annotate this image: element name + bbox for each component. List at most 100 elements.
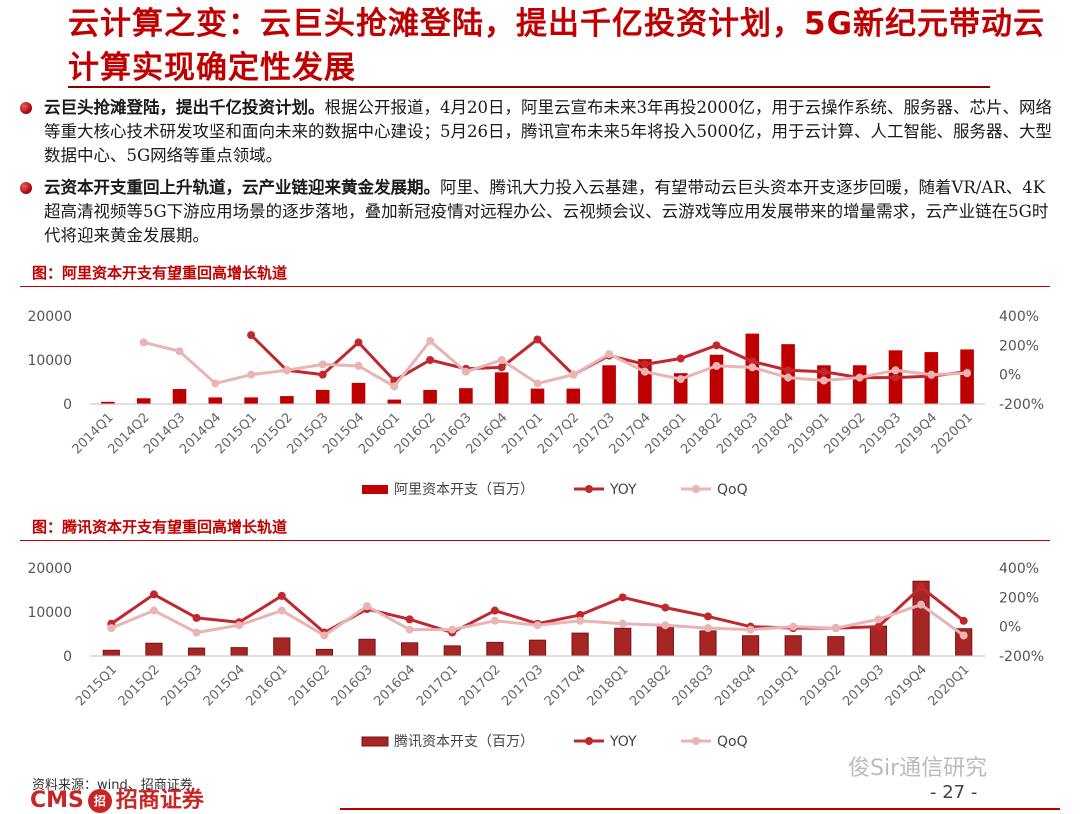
x-tick-label: 2017Q1: [414, 662, 461, 709]
x-tick-label: 2019Q2: [798, 662, 845, 709]
y-right-tick-label: 0%: [999, 368, 1021, 384]
legend-label: 腾讯资本开支（百万）: [394, 733, 534, 750]
bar: [530, 388, 545, 404]
bar: [699, 630, 717, 657]
point-qoq: [927, 370, 936, 379]
x-tick-label: 2019Q3: [840, 662, 887, 709]
point-qoq: [192, 628, 201, 637]
y-right-tick-label: 200%: [999, 590, 1039, 606]
point-qoq: [712, 361, 721, 370]
point-qoq: [235, 621, 244, 630]
point-qoq: [789, 622, 798, 631]
x-tick-label: 2017Q2: [457, 662, 504, 709]
point-qoq: [363, 602, 372, 611]
footer-divider: [340, 808, 1060, 810]
logo-cn-text: 招商证券: [115, 788, 204, 813]
y-right-tick-label: -200%: [999, 397, 1044, 413]
point-yoy: [640, 360, 649, 369]
chart-2-title: 图：腾讯资本开支有望重回高增长轨道: [32, 518, 288, 536]
point-qoq: [917, 600, 926, 609]
point-yoy: [703, 612, 712, 621]
x-tick-label: 2019Q4: [883, 662, 930, 709]
point-qoq: [247, 370, 256, 379]
point-qoq: [963, 369, 972, 378]
source-note: 资料来源：wind、招商证券: [32, 778, 193, 793]
point-qoq: [703, 624, 712, 633]
point-yoy: [784, 366, 793, 375]
point-qoq: [748, 363, 757, 372]
legend-label: QoQ: [717, 734, 748, 750]
point-qoq: [640, 367, 649, 376]
y-right-tick-label: 400%: [999, 309, 1039, 325]
point-qoq: [661, 621, 670, 630]
point-qoq: [107, 624, 116, 633]
point-qoq: [891, 366, 900, 375]
point-yoy: [405, 615, 414, 624]
page-title: 云计算之变：云巨头抢滩登陆，提出千亿投资计划，5G新纪元带动云计算实现确定性发展: [68, 6, 1046, 86]
point-yoy: [618, 593, 627, 602]
point-qoq: [318, 360, 327, 369]
point-yoy: [192, 613, 201, 622]
bar: [187, 647, 206, 657]
ali-capex-chart: 01000020000-200%0%200%400%2014Q12014Q220…: [27, 309, 1044, 498]
bar: [459, 388, 473, 404]
point-qoq: [390, 382, 399, 391]
legend-label: YOY: [609, 734, 637, 750]
point-qoq: [959, 631, 968, 640]
tencent-capex-chart: 01000020000-200%0%200%400%2015Q12015Q220…: [27, 561, 1044, 750]
point-yoy: [891, 373, 900, 382]
y-right-tick-label: 200%: [999, 338, 1039, 354]
point-qoq: [533, 379, 542, 388]
x-tick-label: 2019Q1: [755, 662, 802, 709]
x-tick-label: 2018Q3: [670, 662, 717, 709]
x-tick-label: 2015Q1: [73, 662, 120, 709]
bar: [741, 635, 760, 657]
bullet-1-text: 根据公开报道，4月20日，阿里云宣布未来3年再投2000亿，用于云操作系统、服务…: [44, 98, 1052, 165]
x-tick-label: 2018Q1: [584, 662, 631, 709]
wechat-watermark: 俊Sir通信研究: [848, 756, 988, 781]
bar: [614, 627, 632, 657]
point-qoq: [746, 625, 755, 634]
legend-label: 阿里资本开支（百万）: [394, 482, 534, 498]
bullet-dot-icon: [20, 102, 32, 114]
y-left-tick-label: 0: [63, 649, 72, 665]
point-qoq: [211, 379, 220, 388]
y-left-tick-label: 0: [63, 397, 72, 413]
bar: [101, 401, 115, 404]
logo-text: CMS: [30, 788, 84, 813]
y-left-tick-label: 20000: [27, 309, 72, 325]
legend-label: YOY: [609, 482, 637, 498]
bar: [387, 399, 402, 404]
point-qoq: [605, 350, 614, 359]
point-qoq: [282, 366, 291, 375]
point-yoy: [819, 367, 828, 376]
title-divider: [68, 86, 990, 88]
page-number: - 27 -: [930, 782, 978, 803]
bar: [566, 388, 581, 404]
bar: [273, 637, 291, 657]
point-qoq: [874, 615, 883, 624]
bar: [423, 389, 437, 404]
x-tick-label: 2015Q3: [158, 662, 205, 709]
legend-swatch-marker: [585, 737, 593, 745]
bullet-list: 云巨头抢滩登陆，提出千亿投资计划。根据公开报道，4月20日，阿里云宣布未来3年再…: [18, 96, 1058, 256]
point-yoy: [676, 354, 685, 363]
point-qoq: [831, 624, 840, 633]
x-tick-label: 2016Q2: [286, 662, 333, 709]
chart-1-title: 图：阿里资本开支有望重回高增长轨道: [32, 264, 288, 282]
point-qoq: [533, 621, 542, 630]
x-tick-label: 2018Q4: [712, 662, 759, 709]
point-qoq: [426, 336, 435, 345]
x-tick-label: 2018Q2: [627, 662, 674, 709]
bullet-1-heading: 云巨头抢滩登陆，提出千亿投资计划。: [44, 98, 325, 117]
chart-1-title-divider: [20, 286, 1050, 287]
bullet-item-2: 云资本开支重回上升轨道，云产业链迎来黄金发展期。阿里、腾讯大力投入云基建，有望带…: [18, 176, 1058, 248]
point-qoq: [497, 356, 506, 364]
bar: [528, 639, 547, 657]
point-qoq: [277, 606, 286, 615]
point-yoy: [917, 583, 926, 592]
point-yoy: [533, 335, 542, 344]
y-left-tick-label: 20000: [27, 561, 72, 577]
bar: [827, 636, 845, 657]
point-qoq: [354, 361, 363, 370]
